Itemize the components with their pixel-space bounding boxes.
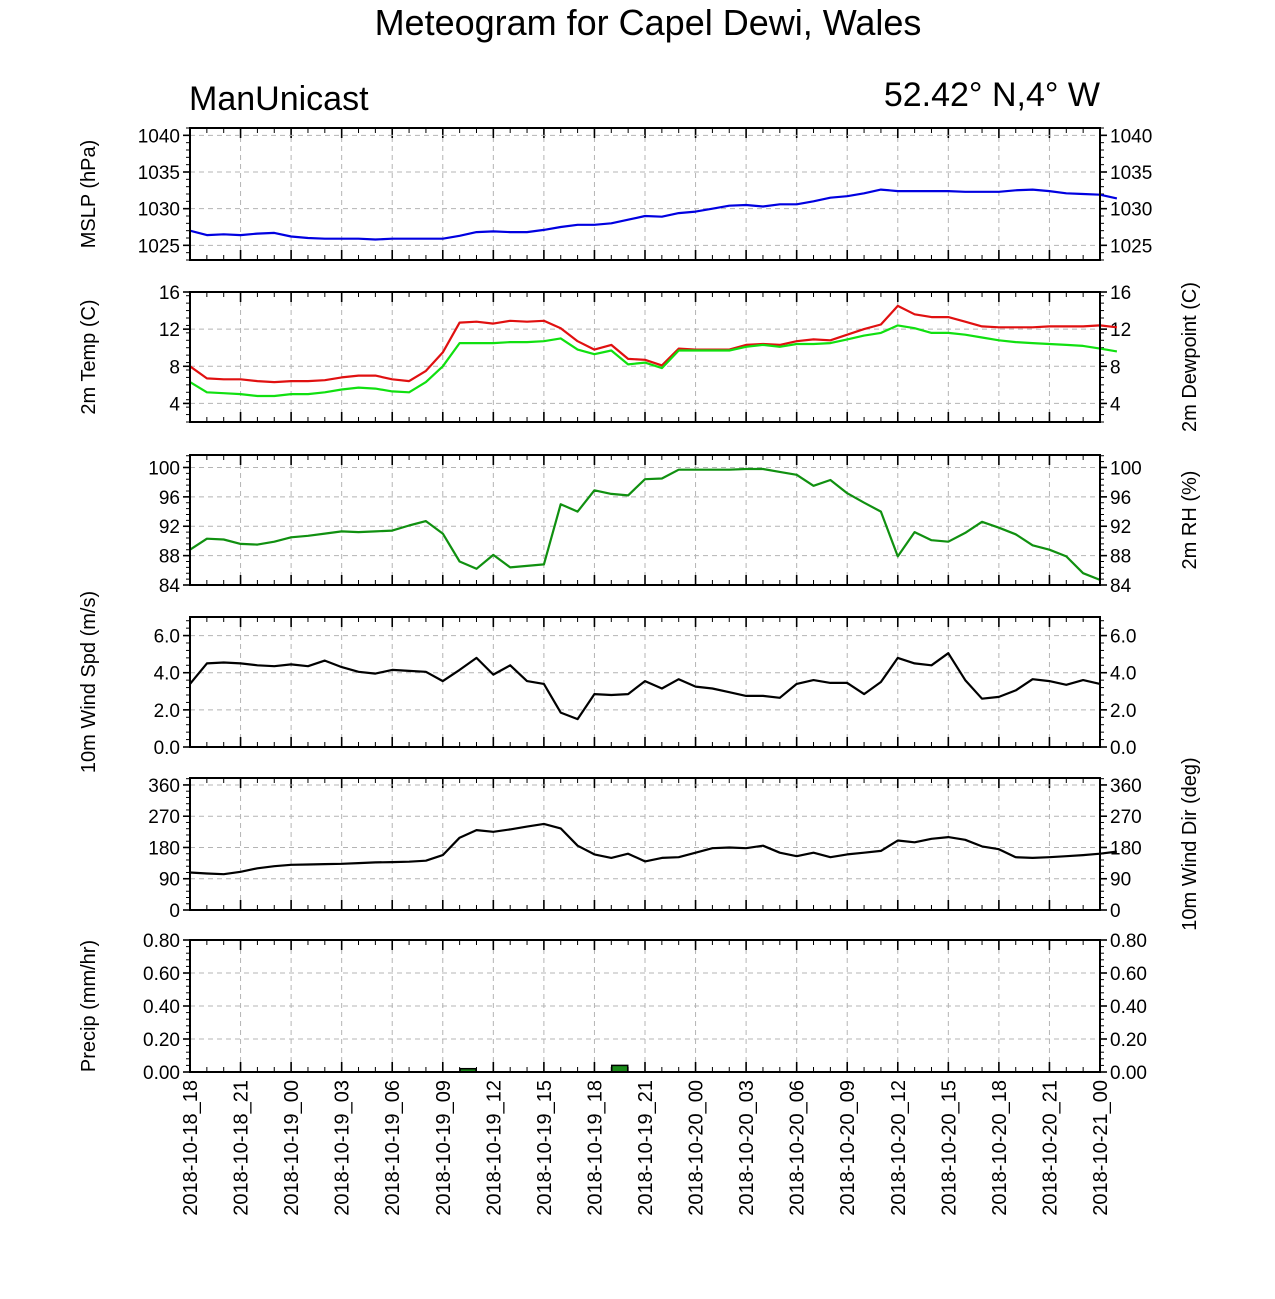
y-tick-label-right: 4 <box>1110 394 1121 415</box>
x-tick-label: 2018-10-19_21 <box>635 1080 657 1216</box>
panel-frame <box>189 291 1101 423</box>
series-line-2m-dewpoint <box>189 324 1118 398</box>
y-tick-label-right: 92 <box>1110 517 1131 538</box>
y-tick-label-right: 0.0 <box>1110 738 1136 759</box>
series-line-10m-wind-spd <box>189 652 1101 721</box>
model-label: ManUnicast <box>189 80 369 118</box>
x-tick-label: 2018-10-20_06 <box>787 1080 809 1216</box>
series-line-2m-rh <box>189 467 1101 581</box>
y-tick-label-right: 2.0 <box>1110 701 1136 722</box>
location-label: 52.42° N,4° W <box>883 76 1100 114</box>
y-tick-label-left: 96 <box>159 488 180 509</box>
y-tick-label-left: 0.20 <box>143 1030 180 1051</box>
y-tick-label-right: 0.00 <box>1110 1063 1147 1084</box>
y-tick-label-left: 88 <box>159 547 180 568</box>
x-tick-label: 2018-10-20_18 <box>989 1080 1011 1216</box>
y-tick-label-right: 6.0 <box>1110 627 1136 648</box>
y-tick-label-right: 12 <box>1110 320 1131 341</box>
y-tick-label-right: 1030 <box>1110 200 1152 221</box>
y-tick-label-left: 360 <box>148 776 180 797</box>
y-tick-label-left: 100 <box>148 458 180 479</box>
x-tick-label: 2018-10-19_12 <box>483 1080 505 1216</box>
x-tick-label: 2018-10-20_12 <box>888 1080 910 1216</box>
y-tick-label-right: 100 <box>1110 458 1142 479</box>
y-tick-label-right: 1035 <box>1110 163 1152 184</box>
panel-frame <box>189 616 1101 748</box>
x-tick-label: 2018-10-19_09 <box>433 1080 455 1216</box>
x-tick-label: 2018-10-20_09 <box>837 1080 859 1216</box>
y-tick-label-left: 12 <box>159 320 180 341</box>
y-tick-label-right: 1040 <box>1110 126 1152 147</box>
y-tick-label-left: 84 <box>159 576 181 597</box>
y-tick-label-right: 0 <box>1110 901 1121 922</box>
y-tick-label-right: 16 <box>1110 283 1131 304</box>
y-tick-label-right: 4.0 <box>1110 664 1136 685</box>
y-axis-label-right: 2m RH (%) <box>1179 471 1201 570</box>
y-tick-label-left: 2.0 <box>154 701 180 722</box>
y-tick-label-left: 6.0 <box>154 627 180 648</box>
x-tick-label: 2018-10-20_21 <box>1039 1080 1061 1216</box>
y-tick-label-right: 90 <box>1110 870 1131 891</box>
y-axis-label-left: 2m Temp (C) <box>78 299 100 414</box>
x-tick-label: 2018-10-19_03 <box>332 1080 354 1216</box>
y-tick-label-left: 0.0 <box>154 738 180 759</box>
panel-frame <box>189 777 1101 911</box>
y-tick-label-left: 8 <box>169 357 180 378</box>
y-tick-label-right: 0.80 <box>1110 931 1147 952</box>
y-axis-label-right: 2m Dewpoint (C) <box>1179 282 1201 432</box>
y-tick-label-right: 0.60 <box>1110 964 1147 985</box>
x-tick-label: 2018-10-19_06 <box>382 1080 404 1216</box>
series-line-mslp <box>189 188 1118 241</box>
x-tick-label: 2018-10-19_15 <box>534 1080 556 1216</box>
series-line-10m-wind-dir <box>189 822 1118 876</box>
y-tick-label-left: 180 <box>148 838 180 859</box>
x-tick-label: 2018-10-19_00 <box>281 1080 303 1216</box>
y-tick-label-right: 84 <box>1110 576 1132 597</box>
panel-frame <box>189 454 1101 586</box>
y-tick-label-left: 0 <box>169 901 180 922</box>
y-tick-label-left: 0.00 <box>143 1063 180 1084</box>
y-tick-label-right: 0.20 <box>1110 1030 1147 1051</box>
x-tick-label: 2018-10-20_15 <box>938 1080 960 1216</box>
x-tick-label: 2018-10-18_18 <box>180 1080 202 1216</box>
y-tick-label-right: 1025 <box>1110 236 1152 257</box>
y-tick-label-left: 1030 <box>138 200 180 221</box>
series-line-2m-temp <box>189 304 1118 384</box>
panel-frame <box>189 127 1101 261</box>
y-tick-label-right: 270 <box>1110 807 1142 828</box>
y-tick-label-right: 0.40 <box>1110 997 1147 1018</box>
y-tick-label-left: 0.40 <box>143 997 180 1018</box>
y-axis-label-left: 10m Wind Spd (m/s) <box>78 591 100 773</box>
y-tick-label-left: 4.0 <box>154 664 180 685</box>
y-axis-label-left: Precip (mm/hr) <box>78 940 100 1072</box>
y-tick-label-left: 90 <box>159 870 180 891</box>
y-tick-label-left: 1035 <box>138 163 180 184</box>
x-tick-label: 2018-10-21_00 <box>1090 1080 1112 1216</box>
panel-frame <box>189 939 1101 1073</box>
y-tick-label-left: 0.60 <box>143 964 180 985</box>
y-tick-label-right: 88 <box>1110 547 1131 568</box>
y-tick-label-left: 1040 <box>138 126 180 147</box>
y-tick-label-right: 8 <box>1110 357 1121 378</box>
y-tick-label-right: 180 <box>1110 838 1142 859</box>
y-axis-label-right: 10m Wind Dir (deg) <box>1179 757 1201 930</box>
y-tick-label-left: 0.80 <box>143 931 180 952</box>
y-axis-label-left: MSLP (hPa) <box>78 140 100 249</box>
x-tick-label: 2018-10-19_18 <box>584 1080 606 1216</box>
y-tick-label-left: 1025 <box>138 236 180 257</box>
x-tick-label: 2018-10-20_00 <box>686 1080 708 1216</box>
y-tick-label-left: 16 <box>159 283 180 304</box>
x-tick-label: 2018-10-18_21 <box>231 1080 253 1216</box>
y-tick-label-right: 96 <box>1110 488 1131 509</box>
chart-title: Meteogram for Capel Dewi, Wales <box>374 2 922 43</box>
y-tick-label-left: 92 <box>159 517 180 538</box>
y-tick-label-right: 360 <box>1110 776 1142 797</box>
y-tick-label-left: 270 <box>148 807 180 828</box>
y-tick-label-left: 4 <box>169 394 180 415</box>
x-tick-label: 2018-10-20_03 <box>736 1080 758 1216</box>
